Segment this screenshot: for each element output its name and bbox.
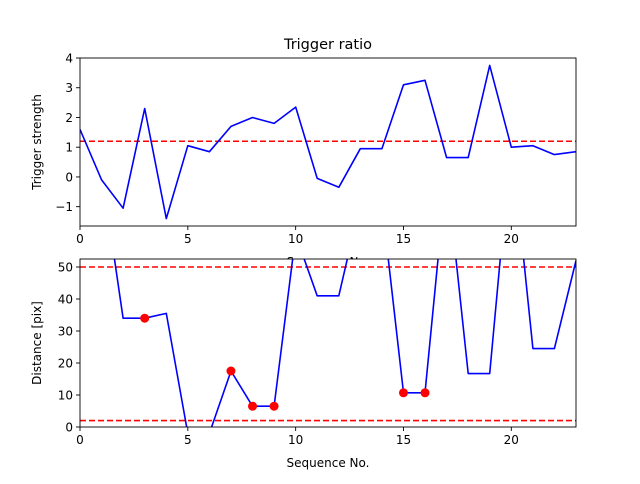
x-tick-label: 20 [504,232,519,246]
y-tick-label: 10 [58,389,73,403]
series-line [80,64,576,220]
chart-title: Trigger ratio [283,37,372,53]
x-tick-label: 5 [184,433,192,447]
y-tick-label: 0 [65,421,73,435]
y-tick-label: 2 [65,111,73,125]
axes-frame [79,57,577,227]
data-point [140,313,150,323]
x-tick-label: 5 [184,232,192,246]
y-tick-label: 3 [65,81,73,95]
y-tick-label: 40 [58,293,73,307]
data-point [226,366,236,376]
y-axis-label: Trigger strength [30,94,44,191]
y-tick-label: −1 [55,200,73,214]
axes-frame [79,258,577,428]
x-tick-label: 15 [396,232,411,246]
y-tick-label: 4 [65,52,73,66]
data-point [420,388,430,398]
y-tick-label: 20 [58,357,73,371]
data-point [398,388,408,398]
x-tick-label: 0 [76,232,84,246]
subplot-distance: 0 5 10 15 20 0 10 20 30 40 50 Sequence No. Distan… [30,258,577,470]
x-tick-label: 10 [288,433,303,447]
x-tick-label: 15 [396,433,411,447]
data-point [269,401,279,411]
y-axis-label: Distance [pix] [30,301,44,385]
data-point [248,401,258,411]
x-axis-label: Sequence No. [287,456,370,470]
x-tick-label: 20 [504,433,519,447]
y-tick-label: 1 [65,141,73,155]
y-tick-label: 30 [58,325,73,339]
x-tick-label: 0 [76,433,84,447]
series-line [113,259,576,427]
y-tick-label: 0 [65,170,73,184]
y-tick-label: 50 [58,261,73,275]
x-tick-label: 10 [288,232,303,246]
